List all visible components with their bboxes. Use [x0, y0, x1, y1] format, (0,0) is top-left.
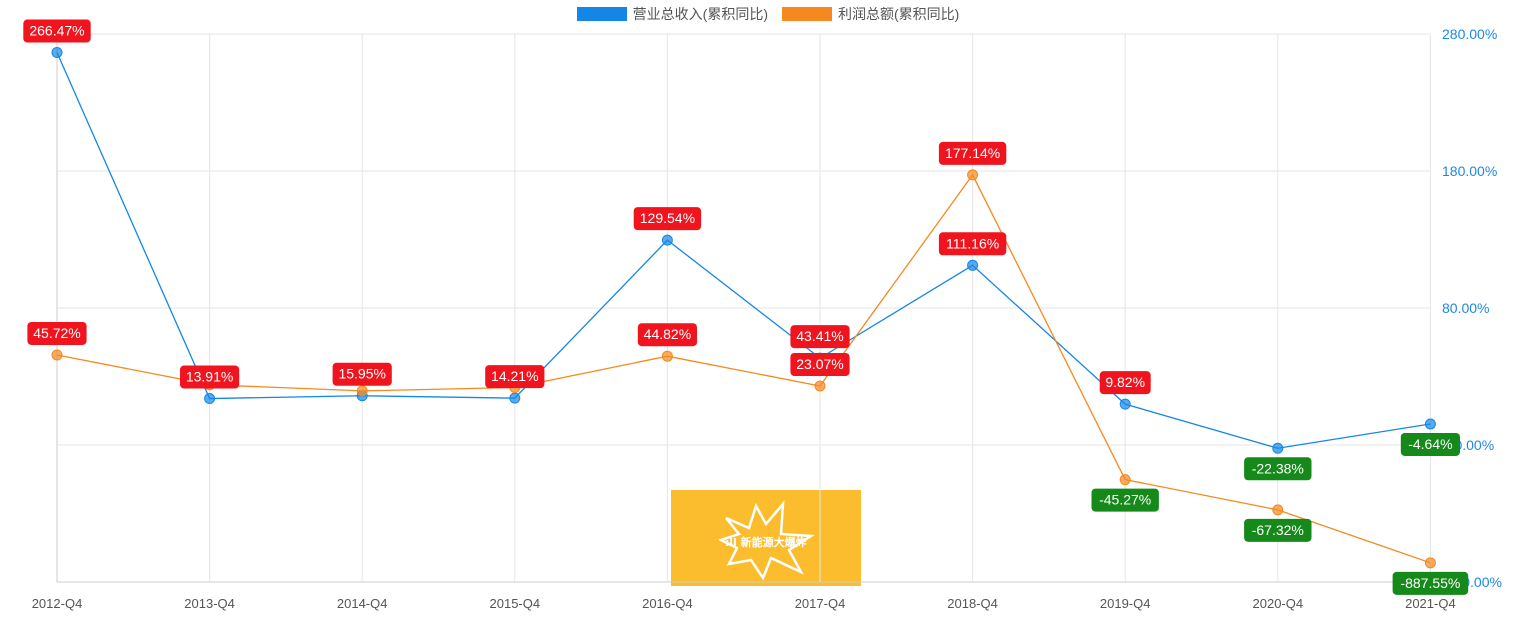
data-label-bg — [938, 232, 1007, 256]
data-label-bg — [1392, 571, 1469, 595]
data-label-bg — [1099, 371, 1151, 395]
data-label: 15.95% — [338, 366, 385, 382]
data-label: 129.54% — [640, 210, 695, 226]
y-tick-label: 180.00% — [1442, 163, 1497, 179]
data-label-bg — [637, 323, 697, 347]
data-label: -45.27% — [1099, 492, 1151, 508]
data-point — [1424, 557, 1436, 569]
data-point — [661, 234, 673, 246]
data-label-bg — [1244, 518, 1312, 542]
data-label: 177.14% — [945, 145, 1000, 161]
data-label: 111.16% — [946, 235, 999, 251]
x-tick-label: 2018-Q4 — [947, 596, 998, 611]
legend-swatch — [782, 7, 832, 21]
data-label-bg — [1091, 488, 1159, 512]
explosion-icon: ıll 新能源大爆炸 — [717, 500, 815, 581]
data-point — [814, 380, 826, 392]
data-label-bg — [27, 321, 87, 345]
legend-item-revenue[interactable]: 营业总收入(累积同比) — [576, 4, 768, 24]
x-tick-label: 2015-Q4 — [490, 596, 541, 611]
legend-swatch — [576, 7, 627, 21]
data-label-bg — [23, 19, 91, 43]
data-point — [204, 393, 216, 405]
data-label-bg — [938, 141, 1007, 165]
data-label: 13.91% — [186, 369, 233, 385]
data-label-bg — [633, 207, 702, 231]
y-tick-label: 280.00% — [1442, 26, 1497, 42]
x-tick-label: 2013-Q4 — [184, 596, 235, 611]
data-label: 45.72% — [33, 325, 80, 341]
data-label: 9.82% — [1105, 374, 1145, 390]
data-point — [356, 385, 368, 397]
data-point — [509, 392, 521, 404]
data-point — [51, 349, 63, 361]
legend: 营业总收入(累积同比) 利润总额(累积同比) — [0, 4, 1536, 24]
data-point — [967, 169, 979, 181]
series-line — [56, 52, 1431, 449]
data-label-bg — [332, 362, 392, 386]
x-tick-label: 2014-Q4 — [337, 596, 388, 611]
data-point — [1272, 442, 1284, 454]
data-label-bg — [1244, 457, 1312, 481]
data-label: -67.32% — [1252, 522, 1304, 538]
data-label-bg — [1400, 432, 1460, 456]
data-point — [1119, 398, 1131, 410]
data-label: -887.55% — [1400, 575, 1460, 591]
data-label: -4.64% — [1408, 436, 1452, 452]
legend-label: 利润总额(累积同比) — [838, 6, 960, 22]
legend-item-profit[interactable]: 利润总额(累积同比) — [782, 4, 959, 24]
data-point — [661, 350, 673, 362]
x-tick-label: 2019-Q4 — [1100, 596, 1151, 611]
svg-text:ıll 新能源大爆炸: ıll 新能源大爆炸 — [725, 535, 806, 549]
x-tick-label: 2016-Q4 — [642, 596, 693, 611]
data-label: 14.21% — [491, 368, 538, 384]
watermark-logo: ıll 新能源大爆炸 — [671, 490, 861, 586]
data-label-bg — [790, 325, 850, 349]
data-label-bg — [180, 365, 240, 389]
x-tick-label: 2017-Q4 — [795, 596, 846, 611]
data-label: 44.82% — [644, 326, 691, 342]
x-tick-label: 2020-Q4 — [1253, 596, 1304, 611]
data-point — [1119, 474, 1131, 486]
series-line — [56, 173, 1431, 564]
data-point — [1424, 418, 1436, 430]
data-label: 266.47% — [29, 23, 84, 39]
data-label-bg — [790, 352, 850, 376]
legend-label: 营业总收入(累积同比) — [632, 6, 768, 22]
data-point — [1272, 504, 1284, 516]
data-label: 23.07% — [796, 356, 843, 372]
data-label-bg — [485, 365, 545, 389]
x-tick-label: 2012-Q4 — [32, 596, 83, 611]
y-tick-label: 80.00% — [1442, 300, 1489, 316]
data-label: -22.38% — [1252, 460, 1304, 476]
data-point — [51, 47, 63, 59]
data-label: 43.41% — [796, 328, 843, 344]
x-tick-label: 2021-Q4 — [1405, 596, 1456, 611]
data-point — [967, 259, 979, 271]
